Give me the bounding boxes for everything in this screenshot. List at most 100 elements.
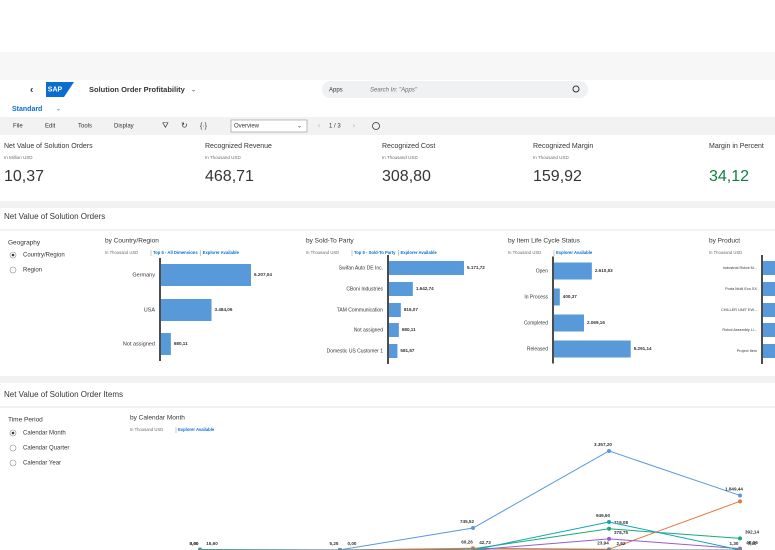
- search-field[interactable]: [322, 81, 588, 98]
- chart-link[interactable]: Explorer Available: [556, 250, 593, 255]
- point-label: 1.849,44: [725, 487, 743, 492]
- bar[interactable]: [554, 288, 560, 306]
- section-title: Net Value of Solution Order Items: [4, 390, 123, 399]
- bar[interactable]: [763, 282, 775, 296]
- point[interactable]: [738, 536, 742, 541]
- radio-label[interactable]: Region: [23, 268, 42, 274]
- point-label: 3.357,20: [594, 442, 612, 447]
- point[interactable]: [607, 526, 611, 531]
- radio[interactable]: [9, 266, 17, 274]
- series-line: [200, 521, 741, 550]
- bar-value: 816,07: [404, 307, 418, 312]
- point[interactable]: [738, 493, 742, 498]
- bar[interactable]: [554, 314, 585, 332]
- filter-icon[interactable]: ⛛: [162, 121, 169, 130]
- radio-label[interactable]: Calendar Year: [23, 461, 61, 467]
- chart-title: by Sold-To Party: [306, 238, 354, 245]
- search-scope[interactable]: Apps: [329, 88, 343, 94]
- bar-category: CBoni Industries: [346, 286, 383, 292]
- point-label: 42,73: [479, 540, 491, 545]
- clear-icon[interactable]: [372, 122, 380, 130]
- menu[interactable]: Display: [114, 124, 134, 130]
- point-label: 1,30: [730, 541, 739, 546]
- kpi-label: Recognized Revenue: [205, 143, 272, 150]
- next-page[interactable]: ›: [353, 124, 355, 130]
- app-title[interactable]: Solution Order Profitability: [89, 85, 186, 94]
- radio-label[interactable]: Calendar Quarter: [23, 446, 69, 452]
- kpi-value[interactable]: 159,92: [533, 168, 582, 185]
- title-caret[interactable]: ⌄: [191, 88, 196, 94]
- chart-link[interactable]: Explorer Available: [401, 250, 438, 255]
- chart-unit: In Thousand USD: [709, 250, 742, 255]
- kpi-value[interactable]: 34,12: [709, 168, 749, 185]
- bar[interactable]: [161, 299, 212, 321]
- bar[interactable]: [389, 344, 398, 358]
- filter-label: Time Period: [8, 417, 43, 424]
- kpi-value[interactable]: 10,37: [4, 168, 44, 185]
- bar[interactable]: [554, 340, 631, 358]
- point[interactable]: [738, 499, 742, 504]
- point[interactable]: [607, 519, 611, 524]
- radio[interactable]: [9, 444, 17, 452]
- section-title: Net Value of Solution Orders: [4, 212, 105, 221]
- bar-category: Not assigned: [354, 327, 383, 333]
- chart-link[interactable]: Explorer Available: [178, 427, 215, 432]
- toolbar: [0, 117, 775, 135]
- menu[interactable]: Edit: [45, 124, 56, 130]
- view-select[interactable]: [230, 119, 308, 133]
- bar-value: 680,11: [402, 327, 416, 332]
- back-icon[interactable]: ‹: [30, 85, 33, 96]
- chart-title: by Item Life Cycle Status: [508, 238, 581, 245]
- bar[interactable]: [161, 333, 171, 355]
- bar[interactable]: [763, 344, 775, 358]
- refresh-icon[interactable]: ↻: [181, 121, 188, 130]
- bar[interactable]: [389, 261, 464, 275]
- kpi-value[interactable]: 308,80: [382, 168, 431, 185]
- bar-category: Germany: [132, 272, 155, 278]
- point[interactable]: [471, 526, 475, 531]
- chart-link[interactable]: Top 5 - All Dimensions: [153, 250, 198, 255]
- bar[interactable]: [389, 323, 399, 337]
- kpi-label: Recognized Cost: [382, 143, 435, 150]
- point-label: 3,60: [190, 541, 199, 546]
- chart-link[interactable]: Explorer Available: [203, 250, 240, 255]
- series-line: [199, 450, 741, 550]
- logo: SAP: [48, 86, 63, 93]
- menu[interactable]: Tools: [78, 124, 92, 130]
- search-placeholder[interactable]: Search In: "Apps": [370, 88, 418, 94]
- bar[interactable]: [763, 261, 775, 275]
- point[interactable]: [607, 448, 611, 453]
- bar[interactable]: [161, 264, 252, 286]
- radio-label[interactable]: Calendar Month: [23, 431, 66, 437]
- bar[interactable]: [389, 282, 413, 296]
- radio-label[interactable]: Country/Region: [23, 253, 65, 259]
- point[interactable]: [607, 536, 611, 541]
- bar[interactable]: [763, 303, 775, 317]
- menu[interactable]: File: [13, 124, 23, 130]
- filter-label: Geography: [8, 240, 41, 247]
- chart-title: by Product: [709, 238, 740, 245]
- variant[interactable]: Standard: [12, 106, 42, 113]
- view-caret[interactable]: ⌄: [297, 124, 302, 130]
- bar-value: 5.171,72: [467, 265, 485, 270]
- bar[interactable]: [389, 303, 401, 317]
- variant-caret[interactable]: ⌄: [56, 107, 61, 113]
- bar-category: Domestic US Customer 1: [327, 348, 384, 354]
- code-icon[interactable]: {·}: [200, 123, 208, 130]
- prev-page[interactable]: ‹: [318, 124, 320, 130]
- bar-category: Robot Assembly Li...: [722, 328, 757, 332]
- kpi-value[interactable]: 468,71: [205, 168, 254, 185]
- point-label: 0,00: [348, 541, 357, 546]
- top-band: [0, 52, 775, 80]
- bar[interactable]: [554, 262, 592, 280]
- bar[interactable]: [763, 323, 775, 337]
- radio[interactable]: [9, 459, 17, 467]
- radio-dot: [11, 253, 15, 257]
- search-icon[interactable]: [572, 85, 580, 93]
- point[interactable]: [607, 547, 611, 550]
- point[interactable]: [738, 547, 742, 550]
- bar-category: Industrial Robot M...: [723, 266, 757, 270]
- chart-link[interactable]: Top 5 - Sold-To Party: [354, 250, 396, 255]
- view-value[interactable]: Overview: [234, 124, 260, 130]
